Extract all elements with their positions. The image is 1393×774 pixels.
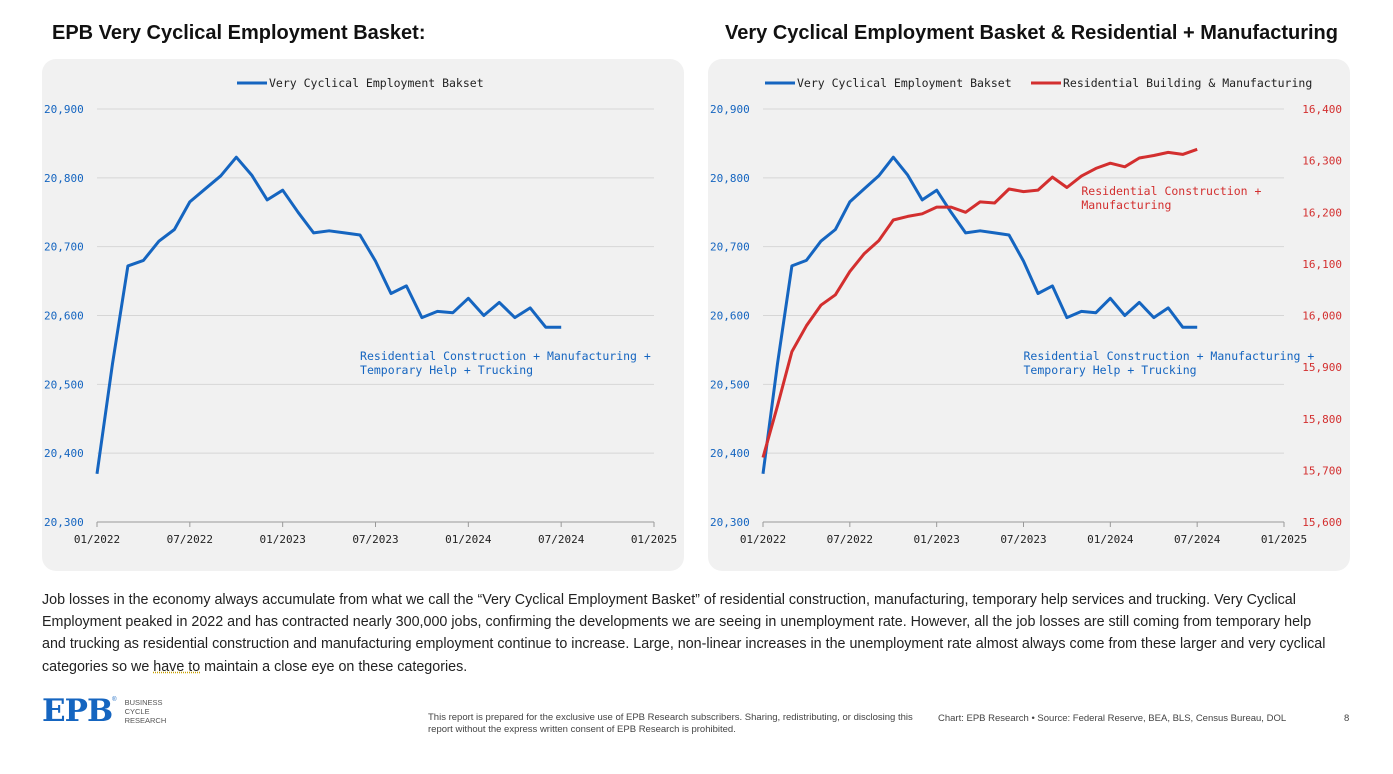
y2-tick-label: 15,600 <box>1302 516 1342 529</box>
commentary-paragraph: Job losses in the economy always accumul… <box>42 589 1332 678</box>
annotation-line-2: Temporary Help + Trucking <box>1024 363 1197 377</box>
annotation-line-1: Residential Construction + Manufacturing… <box>360 349 651 363</box>
annotation-line-1: Residential Construction + Manufacturing… <box>1024 349 1315 363</box>
source-text: Chart: EPB Research • Source: Federal Re… <box>938 713 1287 724</box>
y2-tick-label: 16,000 <box>1302 310 1342 323</box>
x-tick-label: 01/2023 <box>259 533 305 546</box>
x-tick-label: 01/2025 <box>1261 533 1307 546</box>
commentary-text-end: maintain a close eye on these categories… <box>200 658 468 675</box>
y2-tick-label: 16,300 <box>1302 155 1342 168</box>
y2-tick-label: 16,400 <box>1302 103 1342 116</box>
series-line-cyclical-basket <box>761 155 1198 474</box>
annotation-line-2: Temporary Help + Trucking <box>360 363 533 377</box>
logo-registered-mark: ® <box>112 697 117 703</box>
y-tick-label: 20,500 <box>710 378 750 391</box>
x-tick-label: 07/2024 <box>538 533 585 546</box>
annotation-line-2: Manufacturing <box>1081 198 1171 212</box>
y2-tick-label: 15,800 <box>1302 413 1342 426</box>
y2-tick-label: 15,900 <box>1302 361 1342 374</box>
x-tick-label: 01/2022 <box>74 533 120 546</box>
left-chart-svg: 20,300 20,400 20,500 20,600 20,700 20,800 20,9… <box>44 76 677 546</box>
series-line-residential-manufacturing <box>761 147 1198 458</box>
right-chart-svg: 20,300 20,400 20,500 20,600 20,700 20,800 20,9… <box>710 76 1342 546</box>
x-tick-label: 01/2023 <box>913 533 959 546</box>
logo-line-research: RESEARCH <box>124 715 167 725</box>
x-tick-label: 01/2024 <box>1087 533 1134 546</box>
y-tick-label: 20,400 <box>710 447 750 460</box>
series-line-cyclical-basket <box>95 155 562 475</box>
x-tick-label: 07/2024 <box>1174 533 1221 546</box>
x-tick-label: 07/2023 <box>352 533 398 546</box>
commentary-text-start: Job losses in the economy always accumul… <box>42 592 1326 675</box>
x-tick-label: 07/2022 <box>167 533 213 546</box>
y2-tick-label: 16,100 <box>1302 258 1342 271</box>
y-tick-label: 20,900 <box>710 103 750 116</box>
legend-label: Very Cyclical Employment Bakset <box>269 76 484 90</box>
logo-line-cycle: CYCLE <box>124 706 150 716</box>
epb-logo: EPB ® BUSINESS CYCLE RESEARCH <box>42 693 167 729</box>
y-tick-label: 20,300 <box>44 516 84 529</box>
commentary-underlined-text: have to <box>153 658 201 675</box>
page-number: 8 <box>1344 713 1350 724</box>
left-chart-title: EPB Very Cyclical Employment Basket: <box>52 22 426 44</box>
y-tick-label: 20,300 <box>710 516 750 529</box>
right-chart-title: Very Cyclical Employment Basket & Reside… <box>725 22 1338 44</box>
disclaimer-text: This report is prepared for the exclusiv… <box>428 712 913 735</box>
y-tick-label: 20,700 <box>44 241 84 254</box>
logo-mark: EPB <box>42 693 113 729</box>
annotation-line-1: Residential Construction + <box>1081 184 1261 198</box>
x-tick-label: 01/2024 <box>445 533 492 546</box>
y2-tick-label: 16,200 <box>1302 206 1342 219</box>
y-tick-label: 20,400 <box>44 447 84 460</box>
y-tick-label: 20,800 <box>44 172 84 185</box>
left-chart-panel: 20,300 20,400 20,500 20,600 20,700 20,800 20,9… <box>42 59 684 571</box>
legend-label: Very Cyclical Employment Bakset <box>797 76 1012 90</box>
y2-tick-label: 15,700 <box>1302 464 1342 477</box>
logo-subtitle: BUSINESS CYCLE RESEARCH <box>125 698 167 725</box>
logo-line-business: BUSINESS <box>124 697 163 707</box>
right-chart-panel: 20,300 20,400 20,500 20,600 20,700 20,800 20,9… <box>708 59 1350 571</box>
y-tick-label: 20,600 <box>44 310 84 323</box>
y-tick-label: 20,900 <box>44 103 84 116</box>
y-tick-label: 20,700 <box>710 241 750 254</box>
x-tick-label: 07/2022 <box>827 533 873 546</box>
y-tick-label: 20,500 <box>44 378 84 391</box>
legend-label: Residential Building & Manufacturing <box>1063 76 1312 90</box>
y-tick-label: 20,600 <box>710 310 750 323</box>
x-tick-label: 07/2023 <box>1000 533 1046 546</box>
x-tick-label: 01/2025 <box>631 533 677 546</box>
x-tick-label: 01/2022 <box>740 533 786 546</box>
y-tick-label: 20,800 <box>710 172 750 185</box>
